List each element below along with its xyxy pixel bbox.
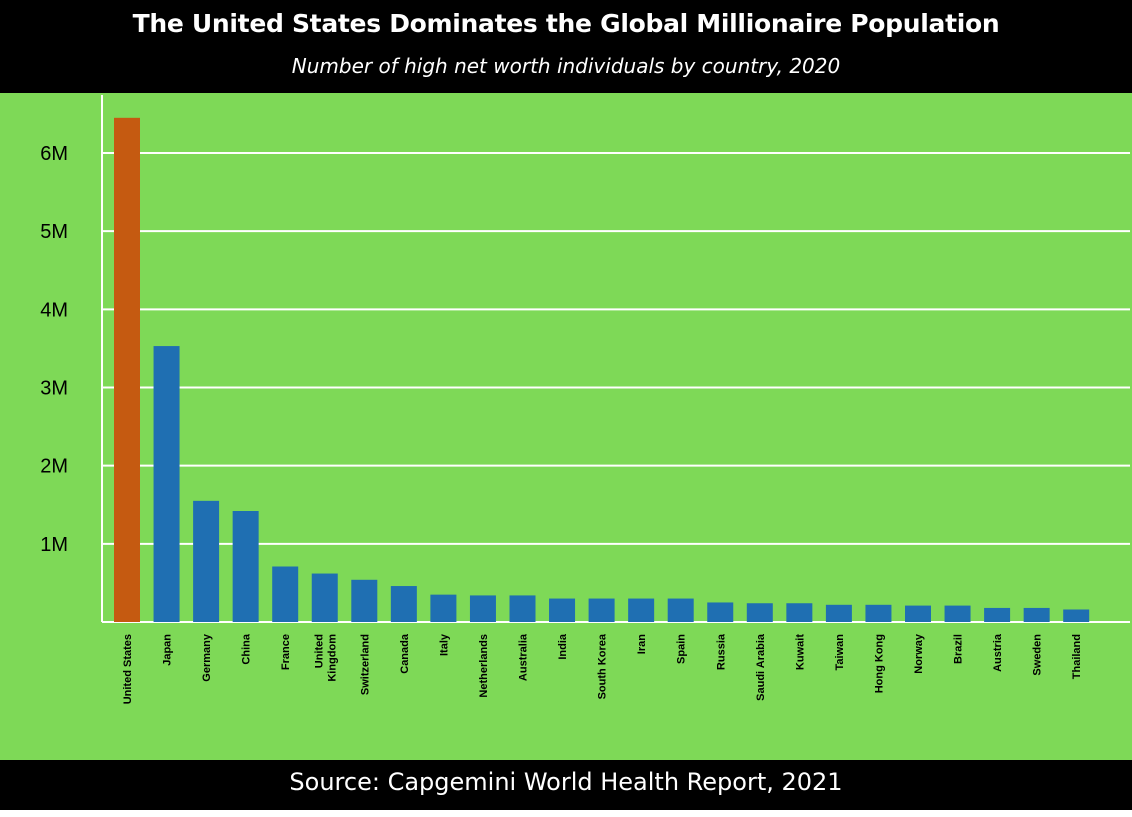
y-tick-label: 4M: [40, 299, 68, 321]
x-tick-label: Sweden: [1032, 634, 1044, 676]
x-tick-label-line: India: [557, 633, 569, 660]
x-tick-label-line: Kingdom: [326, 634, 338, 682]
x-tick-label-line: United States: [122, 634, 134, 704]
bar: [193, 500, 220, 622]
x-tick-label-line: France: [280, 634, 292, 670]
x-tick-label: Canada: [399, 633, 411, 674]
x-tick-label-line: Saudi Arabia: [755, 633, 767, 701]
bar: [232, 511, 259, 622]
bar: [707, 602, 734, 622]
x-tick-label-line: Italy: [438, 633, 450, 656]
chart-subtitle: Number of high net worth individuals by …: [291, 54, 841, 78]
x-tick-label-line: Thailand: [1071, 634, 1083, 679]
bar: [390, 586, 417, 622]
x-tick-label-line: Russia: [715, 633, 727, 670]
x-tick-label-line: Netherlands: [478, 634, 490, 698]
x-tick-label: Japan: [162, 634, 174, 666]
y-tick-label: 6M: [40, 143, 68, 165]
x-tick-label: Austria: [992, 633, 1004, 672]
x-tick-label: Spain: [676, 634, 688, 664]
x-tick-label: UnitedKingdom: [313, 634, 338, 682]
bar: [865, 604, 892, 622]
bar: [1023, 607, 1050, 622]
x-tick-label: Italy: [438, 633, 450, 656]
x-tick-label-line: Australia: [518, 633, 530, 681]
y-tick-label: 3M: [40, 378, 68, 400]
x-tick-label-line: Iran: [636, 634, 648, 654]
bar: [272, 566, 299, 622]
x-tick-label-line: China: [241, 633, 253, 664]
x-tick-label: Thailand: [1071, 634, 1083, 679]
x-tick-label: Australia: [518, 633, 530, 681]
bar: [667, 598, 694, 622]
bar: [153, 346, 180, 622]
x-tick-label: Kuwait: [794, 634, 806, 670]
x-tick-label: India: [557, 633, 569, 660]
bar: [549, 598, 576, 622]
x-tick-label-line: Norway: [913, 633, 925, 674]
bar: [311, 573, 338, 622]
x-tick-label: Taiwan: [834, 634, 846, 671]
bar: [1063, 609, 1090, 622]
x-tick-label-line: Austria: [992, 633, 1004, 672]
x-tick-label: Iran: [636, 634, 648, 654]
bar: [114, 117, 140, 622]
x-tick-label: South Korea: [597, 633, 609, 699]
bar: [509, 595, 536, 622]
x-tick-label-line: Japan: [162, 634, 174, 666]
bar: [628, 598, 655, 622]
x-tick-label: Brazil: [953, 634, 965, 664]
bar: [430, 594, 457, 622]
bar: [351, 579, 378, 622]
x-tick-label-line: Brazil: [953, 634, 965, 664]
plot-background: [0, 93, 1132, 760]
x-tick-label-line: Germany: [201, 633, 213, 682]
x-tick-label-line: Kuwait: [794, 634, 806, 670]
x-tick-label-line: Switzerland: [359, 634, 371, 695]
x-tick-label: Netherlands: [478, 634, 490, 698]
x-tick-label: Norway: [913, 633, 925, 674]
bar: [746, 603, 773, 622]
x-tick-label: Russia: [715, 633, 727, 670]
x-tick-label-line: South Korea: [597, 633, 609, 699]
source-note: Source: Capgemini World Health Report, 2…: [289, 768, 843, 796]
bar: [825, 604, 852, 622]
bar: [786, 603, 813, 622]
x-tick-label: Saudi Arabia: [755, 633, 767, 701]
bar: [984, 607, 1011, 622]
x-tick-label-line: Canada: [399, 633, 411, 674]
chart-header: The United States Dominates the Global M…: [0, 0, 1132, 93]
y-tick-label: 2M: [40, 456, 68, 478]
x-tick-label: China: [241, 633, 253, 664]
y-tick-label: 5M: [40, 221, 68, 243]
chart-title: The United States Dominates the Global M…: [132, 9, 1000, 38]
x-tick-label-line: Taiwan: [834, 634, 846, 671]
bar: [469, 595, 496, 622]
y-tick-label: 1M: [40, 534, 68, 556]
x-tick-label: France: [280, 634, 292, 670]
x-tick-label: Switzerland: [359, 634, 371, 695]
x-tick-label: Hong Kong: [873, 634, 885, 693]
bar: [944, 605, 971, 622]
x-tick-label: Germany: [201, 633, 213, 682]
bar: [588, 598, 615, 622]
x-tick-label-line: Spain: [676, 634, 688, 664]
x-tick-label-line: Sweden: [1032, 634, 1044, 676]
chart-footer: Source: Capgemini World Health Report, 2…: [0, 760, 1132, 810]
x-tick-label-line: Hong Kong: [873, 634, 885, 693]
x-tick-label: United States: [122, 634, 134, 704]
bar: [905, 605, 931, 622]
x-tick-label-line: United: [313, 634, 325, 668]
